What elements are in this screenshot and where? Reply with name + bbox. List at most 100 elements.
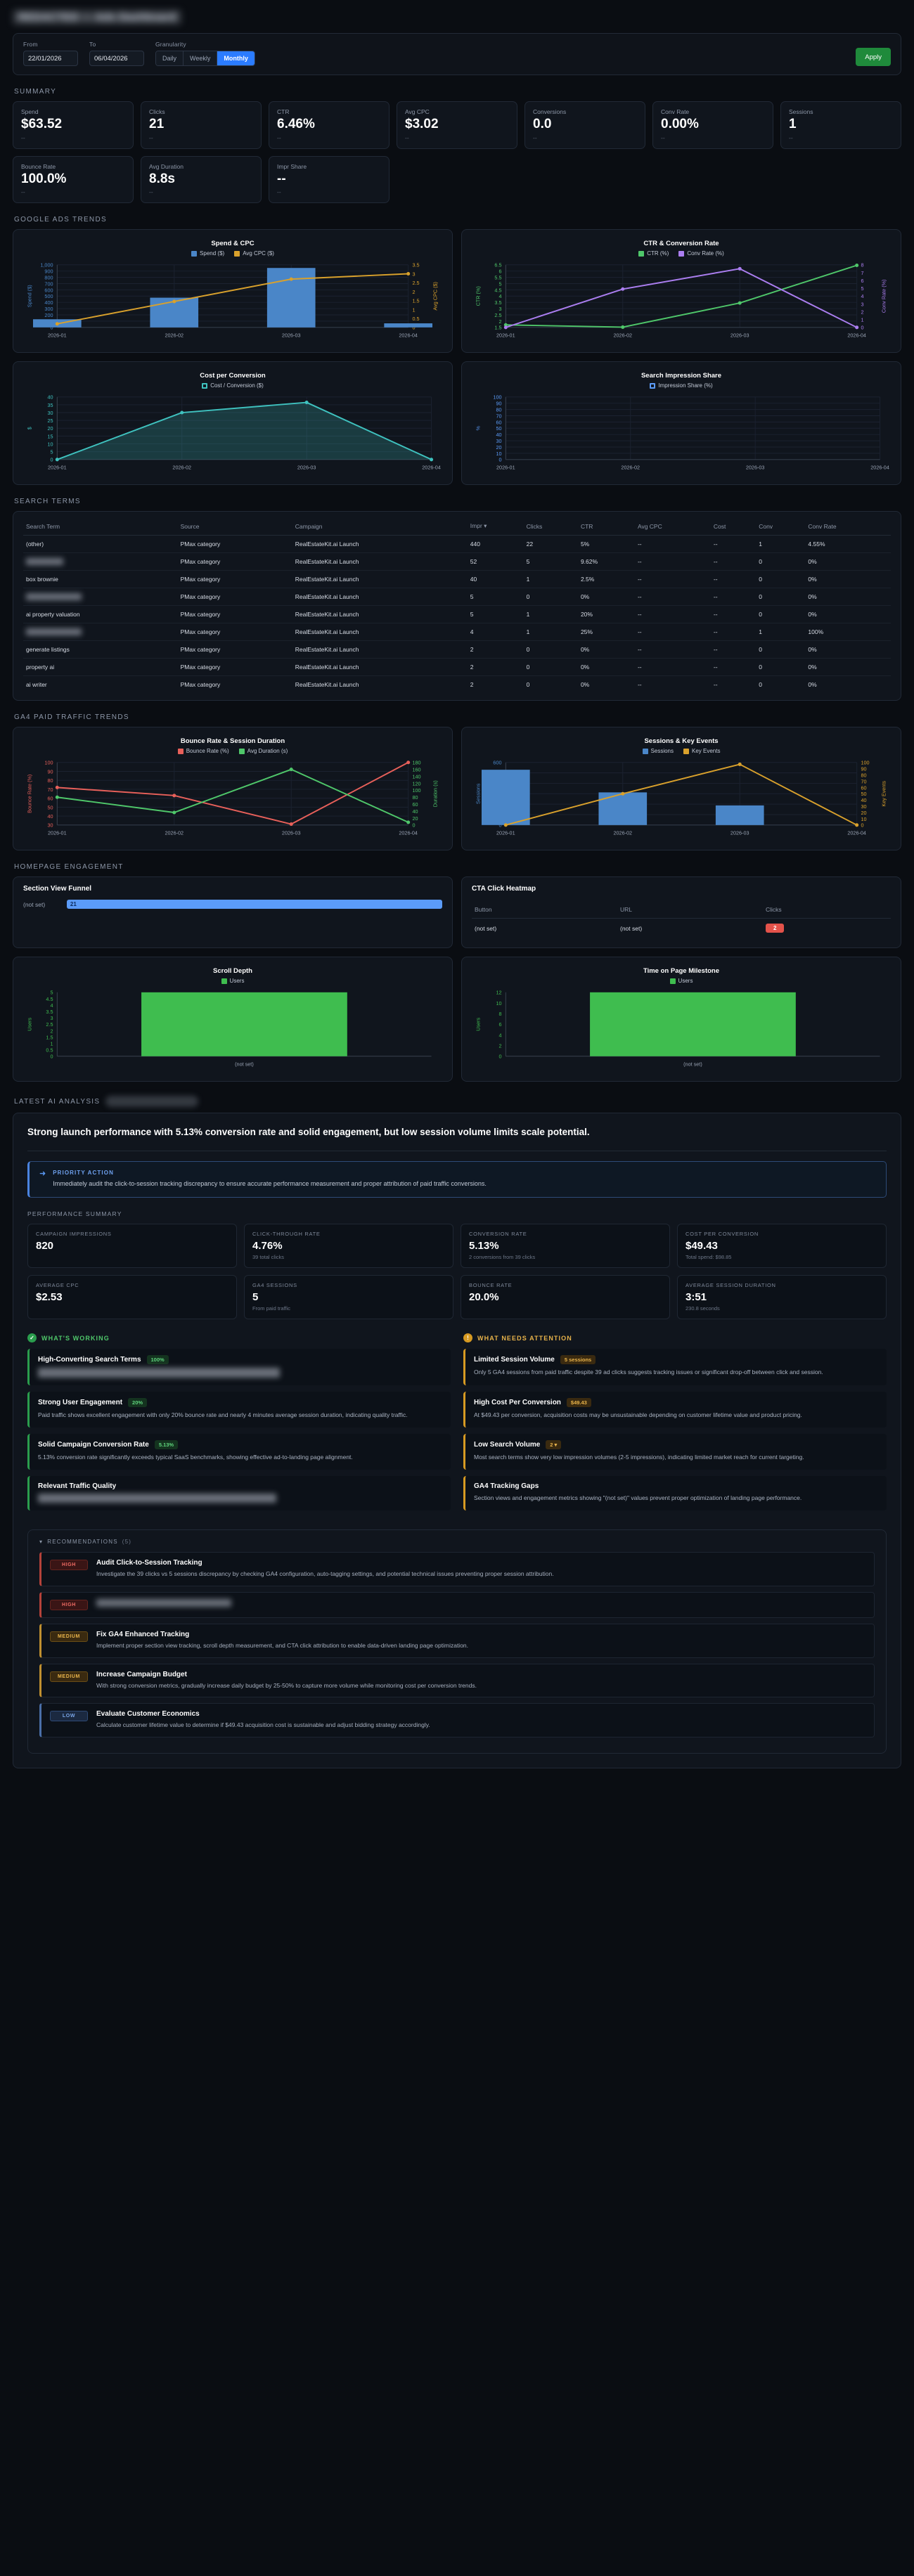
- svg-text:4: 4: [498, 293, 501, 299]
- column-header[interactable]: Impr ▾: [467, 516, 524, 536]
- insight-text: At $49.43 per conversion, acquisition co…: [474, 1411, 802, 1418]
- table-row[interactable]: generate listings PMax category RealEstate…: [23, 640, 891, 659]
- chart-plot-area: 30 40 50 60 70 80 90 100 Bounce Rate (%) 0 20 40 60 8…: [22, 756, 444, 844]
- table-cell: 0%: [805, 552, 891, 571]
- insight-card: Relevant Traffic Quality REDACTED — detai…: [27, 1475, 451, 1511]
- svg-text:1.5: 1.5: [412, 298, 419, 304]
- table-cell: RealEstateKit.ai Launch: [292, 552, 468, 571]
- table-cell: 100%: [805, 623, 891, 642]
- needs-attention-column: ! WHAT NEEDS ATTENTION Limited Session V…: [463, 1333, 887, 1517]
- recommendations-header[interactable]: ▾ RECOMMENDATIONS (5): [39, 1539, 875, 1545]
- from-date-input[interactable]: [23, 51, 78, 66]
- granularity-segmented-control[interactable]: Daily Weekly Monthly: [155, 51, 255, 66]
- svg-text:90: 90: [861, 766, 866, 772]
- insight-card: Solid Campaign Conversion Rate 5.13% 5.13%…: [27, 1433, 451, 1470]
- granularity-option-weekly[interactable]: Weekly: [184, 51, 218, 65]
- table-row[interactable]: ai writer PMax category RealEstateKit.ai L…: [23, 676, 891, 694]
- legend-swatch: [683, 748, 689, 754]
- column-header[interactable]: URL: [617, 900, 763, 919]
- legend-item[interactable]: Avg CPC ($): [234, 250, 274, 257]
- legend-item[interactable]: Conv Rate (%): [678, 250, 724, 257]
- svg-text:60: 60: [496, 419, 501, 425]
- svg-text:2026-02: 2026-02: [172, 464, 191, 470]
- table-row[interactable]: property ai PMax category RealEstateKit.ai…: [23, 658, 891, 677]
- table-cell: 0: [526, 681, 530, 689]
- table-row[interactable]: ai property valuation PMax category RealEs…: [23, 605, 891, 624]
- page-title: REDACTED — Ads Dashboard: [13, 10, 182, 25]
- needs-attention-label: WHAT NEEDS ATTENTION: [477, 1334, 572, 1342]
- apply-button[interactable]: Apply: [856, 48, 891, 66]
- svg-text:(not set): (not set): [683, 1061, 702, 1067]
- legend-item[interactable]: CTR (%): [638, 250, 669, 257]
- svg-text:600: 600: [44, 287, 53, 293]
- column-header[interactable]: Conv: [756, 516, 806, 536]
- kpi-label: Conv Rate: [661, 108, 690, 115]
- metric-value: $2.53: [36, 1291, 63, 1304]
- table-cell: 0: [523, 658, 578, 677]
- legend-item[interactable]: Impression Share (%): [650, 382, 713, 389]
- legend-item[interactable]: Cost / Conversion ($): [202, 382, 264, 389]
- legend-item[interactable]: Spend ($): [191, 250, 224, 257]
- granularity-option-daily[interactable]: Daily: [156, 51, 184, 65]
- svg-text:2026-02: 2026-02: [165, 332, 184, 338]
- column-header[interactable]: Source: [177, 516, 292, 536]
- svg-text:2026-04: 2026-04: [847, 829, 866, 836]
- performance-summary-grid: CAMPAIGN IMPRESSIONS 820 CLICK-THROUGH RAT…: [27, 1224, 887, 1320]
- ga4-trends-title: GA4 PAID TRAFFIC TRENDS: [14, 713, 129, 722]
- kpi-card: Clicks 21 --: [141, 101, 262, 149]
- column-header[interactable]: Button: [472, 900, 617, 919]
- table-cell: RealEstateKit.ai Launch: [292, 658, 468, 677]
- svg-text:1.5: 1.5: [494, 325, 501, 331]
- insight-card: GA4 Tracking Gaps Section views and engag…: [463, 1475, 887, 1511]
- legend-item[interactable]: Avg Duration (s): [238, 748, 288, 754]
- priority-badge: HIGH: [50, 1560, 88, 1571]
- metric-label: AVERAGE SESSION DURATION: [686, 1282, 776, 1289]
- svg-text:2026-02: 2026-02: [613, 829, 632, 836]
- legend-item[interactable]: Key Events: [683, 748, 720, 754]
- svg-text:Users: Users: [27, 1017, 33, 1030]
- recommendation-row[interactable]: MEDIUM Increase Campaign Budget With stron…: [39, 1663, 875, 1698]
- granularity-option-monthly[interactable]: Monthly: [217, 51, 255, 65]
- kpi-label: Sessions: [789, 108, 813, 115]
- column-header[interactable]: Conv Rate: [805, 516, 891, 536]
- metric-value: 3:51: [686, 1291, 707, 1304]
- recommendation-row[interactable]: MEDIUM Fix GA4 Enhanced Tracking Implement…: [39, 1623, 875, 1658]
- ai-analysis-card: Strong launch performance with 5.13% con…: [13, 1113, 901, 1769]
- table-row[interactable]: box brownie PMax category RealEstateKit.ai…: [23, 570, 891, 589]
- svg-text:90: 90: [47, 768, 53, 775]
- table-cell: generate listings: [23, 640, 178, 659]
- table-row[interactable]: (not set) (not set) 2: [472, 919, 891, 938]
- table-cell: --: [710, 535, 757, 554]
- table-row[interactable]: (other) PMax category RealEstateKit.ai Lau…: [23, 535, 891, 554]
- table-row[interactable]: REDACTED TERM PMax categoryRealEstateKit.…: [23, 588, 891, 607]
- legend-item[interactable]: Users: [669, 978, 693, 984]
- insight-text: REDACTED — detail hidden in screenshot d…: [38, 1493, 442, 1503]
- svg-text:1: 1: [861, 317, 863, 323]
- app-header: REDACTED — Ads Dashboard: [13, 10, 901, 25]
- legend-item[interactable]: Bounce Rate (%): [177, 748, 229, 754]
- recommendation-row[interactable]: LOW Evaluate Customer Economics Calculate …: [39, 1703, 875, 1738]
- column-header[interactable]: Cost: [710, 516, 757, 536]
- table-cell: --: [713, 681, 718, 689]
- warning-icon: !: [463, 1333, 472, 1343]
- column-header[interactable]: Clicks: [523, 516, 578, 536]
- to-date-input[interactable]: [89, 51, 144, 66]
- svg-text:0: 0: [498, 1054, 501, 1060]
- legend-item[interactable]: Users: [221, 978, 244, 984]
- svg-text:Key Events: Key Events: [880, 781, 887, 807]
- insight-title: Strong User Engagement: [38, 1398, 123, 1406]
- legend-item[interactable]: Sessions: [642, 748, 674, 754]
- column-header[interactable]: Clicks: [763, 900, 891, 919]
- table-row[interactable]: REDACTED TERM PMax categoryRealEstateKit.…: [23, 623, 891, 642]
- recommendation-row[interactable]: HIGH Audit Click-to-Session Tracking Inves…: [39, 1552, 875, 1586]
- table-cell: PMax category: [177, 658, 292, 677]
- column-header[interactable]: Campaign: [292, 516, 468, 536]
- column-header[interactable]: Avg CPC: [634, 516, 711, 536]
- column-header[interactable]: CTR: [577, 516, 635, 536]
- svg-text:70: 70: [496, 413, 501, 419]
- recommendation-row[interactable]: HIGH REDACTED RECOMMENDATION TITLE: [39, 1591, 875, 1618]
- column-header[interactable]: Search Term: [23, 516, 178, 536]
